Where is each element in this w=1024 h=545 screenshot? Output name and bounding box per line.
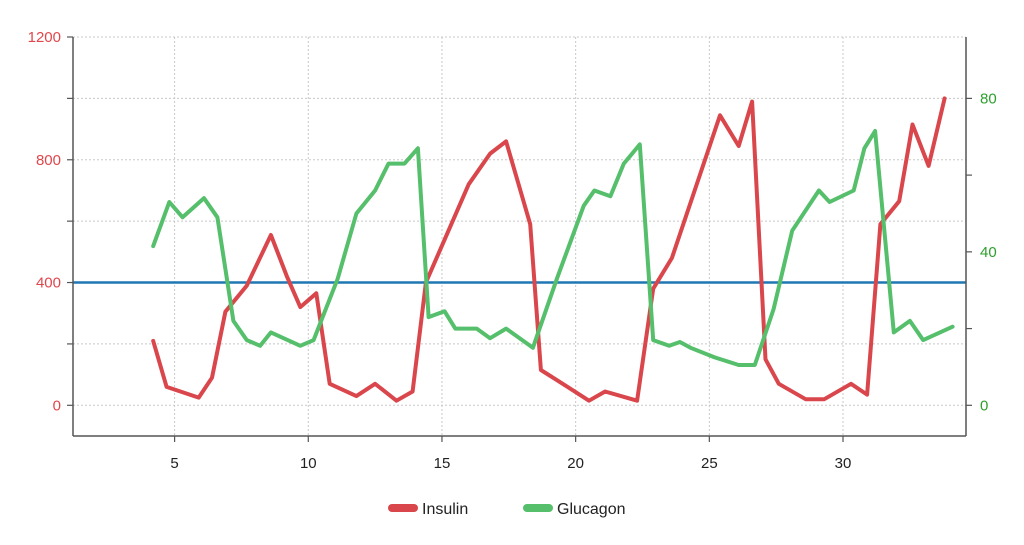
grid-layer [73,36,966,436]
legend-label-insulin: Insulin [422,501,468,518]
series-layer [151,96,955,403]
x-tick-label: 15 [434,455,451,472]
x-tick-label: 30 [835,455,852,472]
right-y-tick-label: 0 [980,397,988,414]
x-tick-label: 20 [567,455,584,472]
x-tick-label: 5 [170,455,178,472]
right-y-tick-label: 40 [980,244,997,261]
x-tick-label: 10 [300,455,317,472]
left-y-tick-label: 0 [53,397,61,414]
right-y-tick-label: 80 [980,90,997,107]
series-line-glucagon [151,129,955,367]
legend: Insulin Glucagon [388,501,626,518]
left-y-tick-label: 800 [36,152,61,169]
legend-label-glucagon: Glucagon [557,501,626,518]
left-y-tick-label: 400 [36,275,61,292]
series-line-insulin [151,96,947,403]
axes-layer: 5 10 15 20 25 30 0 400 800 1200 0 40 80 [28,29,997,472]
x-tick-label: 25 [701,455,718,472]
left-y-tick-label: 1200 [28,29,61,46]
